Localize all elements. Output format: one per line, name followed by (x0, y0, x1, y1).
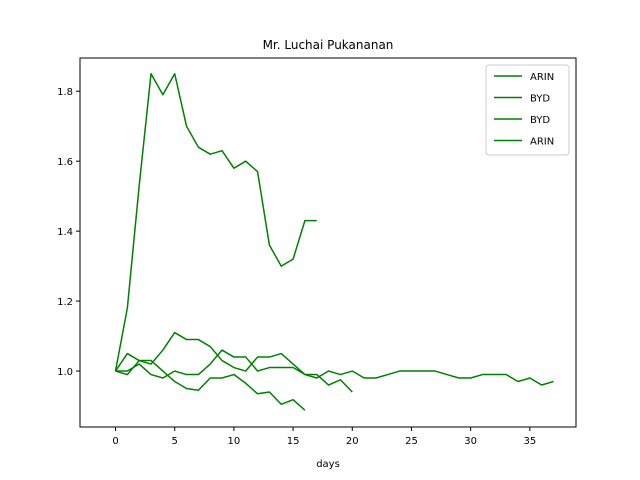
y-tick-label: 1.4 (57, 227, 73, 238)
chart-title: Mr. Luchai Pukananan (263, 38, 394, 52)
y-tick-label: 1.8 (57, 87, 73, 98)
legend-box (485, 64, 570, 156)
x-tick-label: 30 (464, 436, 477, 447)
x-tick-label: 20 (346, 436, 359, 447)
series-line-2 (114, 352, 306, 411)
legend-label: ARIN (530, 72, 554, 83)
x-tick-label: 15 (287, 436, 300, 447)
x-axis: 0 5 10 15 20 25 30 35 (112, 427, 536, 447)
y-axis: 1.0 1.2 1.4 1.6 1.8 (57, 87, 80, 378)
y-tick-label: 1.2 (57, 297, 73, 308)
y-tick-label: 1.6 (57, 157, 73, 168)
x-tick-label: 10 (228, 436, 241, 447)
legend-label: BYD (530, 115, 550, 126)
series-line-3 (115, 331, 353, 393)
x-tick-label: 5 (172, 436, 178, 447)
plot-lines (114, 72, 554, 411)
series-line-4 (115, 349, 554, 386)
series-line-1 (114, 72, 317, 372)
legend-label: ARIN (530, 137, 554, 148)
x-tick-label: 0 (112, 436, 118, 447)
x-axis-label: days (316, 459, 340, 470)
y-tick-label: 1.0 (57, 367, 73, 378)
legend: ARIN BYD BYD ARIN (485, 64, 570, 156)
plot-frame (79, 57, 577, 428)
legend-label: BYD (530, 94, 550, 105)
x-tick-label: 35 (523, 436, 536, 447)
x-tick-label: 25 (405, 436, 418, 447)
